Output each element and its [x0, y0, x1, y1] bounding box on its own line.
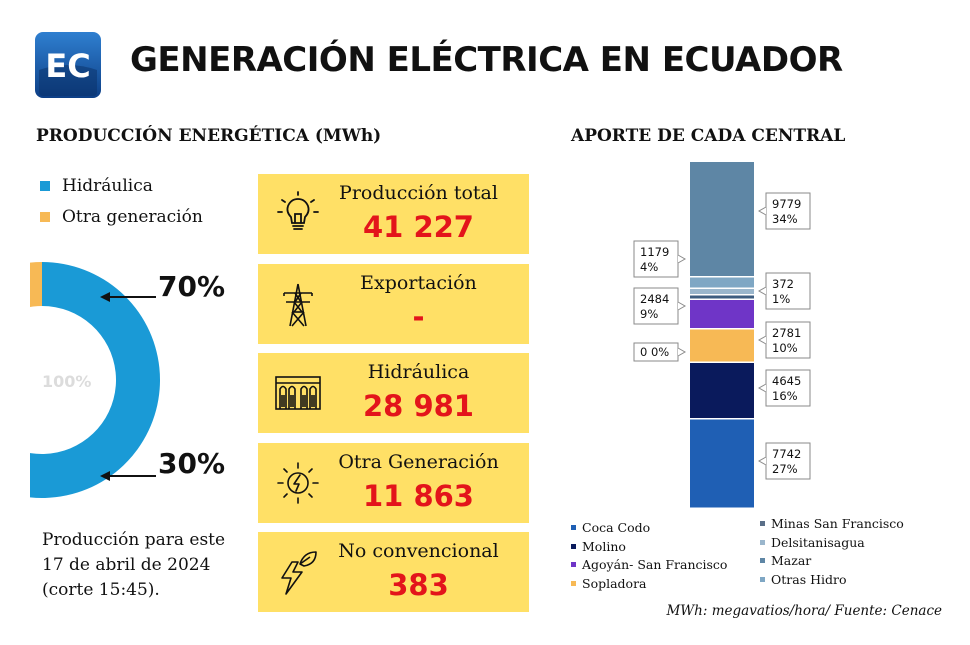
contribution-section-title: APORTE DE CADA CENTRAL [571, 126, 846, 146]
callout-value: 7742 [772, 447, 801, 461]
lightbulb-icon [277, 191, 319, 230]
donut-center-label: 100% [42, 372, 92, 391]
legend-label: Delsitanisagua [771, 534, 865, 550]
donut-slice-otra-generacion [30, 262, 42, 308]
logo-text: EC [45, 47, 90, 85]
card-value: - [412, 300, 425, 334]
legend-item-otras-hidro: Otras Hidro [760, 572, 847, 587]
bar-segment-mazar [690, 277, 754, 288]
legend-label: Sopladora [582, 575, 647, 591]
card-value: 11 863 [363, 479, 474, 513]
source-note: MWh: megavatios/hora/ Fuente: Cenace [666, 603, 942, 619]
callout-pct: 10% [772, 341, 798, 355]
legend-label: Molino [582, 538, 626, 554]
legend-swatch [571, 562, 576, 567]
callout-pct: 16% [772, 389, 798, 403]
callout-value: 9779 [772, 197, 801, 211]
legend-item-delsitanisagua: Delsitanisagua [760, 535, 865, 550]
legend-swatch-otra-generacion [40, 212, 50, 222]
legend-item-molino: Molino [571, 539, 626, 554]
legend-item-minas-san-francisco: Minas San Francisco [760, 516, 904, 531]
legend-swatch [571, 525, 576, 530]
arrow-30-icon [100, 471, 156, 481]
legend-item-otra-generacion: Otra generación [40, 207, 203, 227]
donut-slice-hidraulica [30, 262, 160, 498]
bar-segment-molino [690, 363, 754, 418]
card-label: Exportación [360, 272, 477, 294]
callout-pct: 34% [772, 212, 798, 226]
leaf-bolt-icon [281, 551, 317, 595]
legend-label-hidraulica: Hidráulica [62, 176, 153, 196]
card-otra-generacion: Otra Generación 11 863 [258, 443, 529, 523]
hydro-dam-icon [275, 376, 321, 410]
card-produccion-total: Producción total 41 227 [258, 174, 529, 254]
callout-pct: 1% [772, 292, 790, 306]
power-tower-icon [283, 283, 313, 327]
production-donut-chart [30, 262, 160, 498]
legend-label: Minas San Francisco [771, 516, 904, 531]
legend-label-otra-generacion: Otra generación [62, 207, 203, 227]
legend-swatch [571, 543, 576, 549]
legend-swatch [760, 521, 765, 526]
page-title: GENERACIÓN ELÉCTRICA EN ECUADOR [130, 40, 843, 80]
legend-item-mazar: Mazar [760, 553, 811, 568]
legend-item-hidraulica: Hidráulica [40, 176, 153, 196]
card-label: Otra Generación [338, 451, 499, 473]
production-date-note: Producción para este 17 de abril de 2024… [42, 530, 226, 600]
card-value: 383 [388, 568, 449, 602]
donut-pct-hidraulica: 70% [158, 270, 226, 303]
legend-swatch [571, 580, 576, 586]
callout-value: 2781 [772, 326, 801, 340]
callout-value: 4645 [772, 374, 801, 388]
bar-segment-minas-san-francisco [690, 295, 754, 299]
bar-segment-sopladora [690, 329, 754, 362]
legend-swatch [760, 558, 765, 563]
bar-segment-coca-codo [690, 419, 754, 508]
legend-item-coca-codo: Coca Codo [571, 520, 650, 535]
callout-pct: 27% [772, 462, 798, 476]
sun-bolt-icon [277, 462, 319, 504]
callout-pct: 9% [640, 307, 658, 321]
production-section-title: PRODUCCIÓN ENERGÉTICA (MWh) [36, 126, 382, 146]
card-exportacion: Exportación - [258, 264, 529, 344]
callout-value: 372 [772, 277, 794, 291]
bar-segment-agoy-n-san-francisco [690, 300, 754, 328]
legend-swatch-hidraulica [40, 181, 50, 191]
card-value: 41 227 [363, 210, 474, 244]
arrow-70-icon [100, 292, 156, 302]
callout-minas-san-francisco: 0 0% [633, 342, 687, 362]
legend-item-agoy-n-san-francisco: Agoyán- San Francisco [571, 557, 727, 572]
donut-pct-otra-generacion: 30% [158, 447, 226, 480]
card-label: No convencional [338, 540, 499, 562]
card-no-convencional: No convencional 383 [258, 532, 529, 612]
card-hidraulica: Hidráulica 28 981 [258, 353, 529, 433]
card-label: Producción total [339, 182, 498, 204]
legend-label: Coca Codo [582, 520, 651, 535]
legend-swatch [760, 539, 765, 545]
card-label: Hidráulica [367, 361, 470, 383]
callout-value: 2484 [640, 292, 669, 306]
ec-logo: EC [35, 32, 101, 98]
card-value: 28 981 [363, 389, 474, 423]
legend-item-sopladora: Sopladora [571, 576, 647, 591]
legend-swatch [760, 576, 765, 582]
legend-label: Agoyán- San Francisco [582, 557, 728, 572]
bar-segment-delsitanisagua [690, 289, 754, 294]
callout-value: 0 0% [640, 345, 669, 359]
callout-pct: 4% [640, 260, 658, 274]
legend-label: Otras Hidro [771, 571, 847, 587]
legend-label: Mazar [771, 553, 812, 568]
bar-segment-otras-hidro [690, 162, 754, 276]
callout-value: 1179 [640, 245, 669, 259]
